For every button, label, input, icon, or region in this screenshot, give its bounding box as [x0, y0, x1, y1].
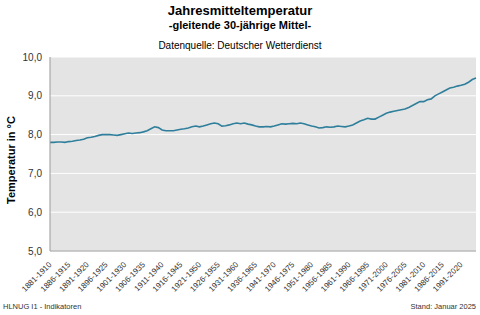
svg-text:1886-1915: 1886-1915: [38, 260, 73, 294]
svg-text:1906-1935: 1906-1935: [113, 260, 147, 294]
svg-text:1921-1950: 1921-1950: [169, 260, 203, 294]
svg-text:9,0: 9,0: [28, 90, 42, 101]
svg-text:1991-2020: 1991-2020: [431, 260, 465, 294]
svg-text:6,0: 6,0: [28, 207, 42, 218]
svg-text:8,0: 8,0: [28, 129, 42, 140]
html-text:HLNUG I1 - Indikatoren: HLNUG I1 - Indikatoren: [3, 302, 82, 311]
svg-text:1981-2010: 1981-2010: [393, 260, 428, 294]
html-text:Datenquelle: Deutscher Wetterd: Datenquelle: Deutscher Wetterdienst: [158, 40, 322, 51]
svg-text:Temperatur in °C: Temperatur in °C: [8, 116, 17, 204]
svg-text:1946-1975: 1946-1975: [263, 260, 297, 294]
svg-text:1881-1910: 1881-1910: [20, 260, 54, 294]
html-text:Stand: Januar 2025: Stand: Januar 2025: [410, 302, 476, 311]
html-text:-gleitende 30-jährige Mittel-: -gleitende 30-jährige Mittel-: [168, 19, 312, 31]
svg-text:1966-1995: 1966-1995: [337, 260, 372, 294]
svg-text:1901-1930: 1901-1930: [94, 260, 129, 294]
svg-text:10,0: 10,0: [23, 52, 43, 63]
svg-text:1931-1960: 1931-1960: [207, 260, 241, 294]
svg-text:1916-1945: 1916-1945: [150, 260, 185, 294]
svg-text:1971-2000: 1971-2000: [356, 260, 390, 294]
svg-text:1956-1985: 1956-1985: [300, 260, 334, 294]
html-text:Jahresmitteltemperatur: Jahresmitteltemperatur: [167, 3, 313, 18]
svg-text:1911-1940: 1911-1940: [132, 260, 166, 294]
svg-text:7,0: 7,0: [28, 168, 42, 179]
svg-text:1896-1925: 1896-1925: [76, 260, 110, 294]
svg-text:1891-1920: 1891-1920: [57, 260, 91, 294]
svg-text:1936-1965: 1936-1965: [225, 260, 260, 294]
svg-text:1941-1970: 1941-1970: [244, 260, 278, 294]
svg-text:1926-1955: 1926-1955: [188, 260, 222, 294]
svg-text:1986-2015: 1986-2015: [412, 260, 446, 294]
svg-text:5,0: 5,0: [28, 246, 42, 257]
svg-text:1961-1990: 1961-1990: [319, 260, 353, 294]
svg-text:1976-2005: 1976-2005: [375, 260, 409, 294]
svg-text:1951-1980: 1951-1980: [281, 260, 316, 294]
